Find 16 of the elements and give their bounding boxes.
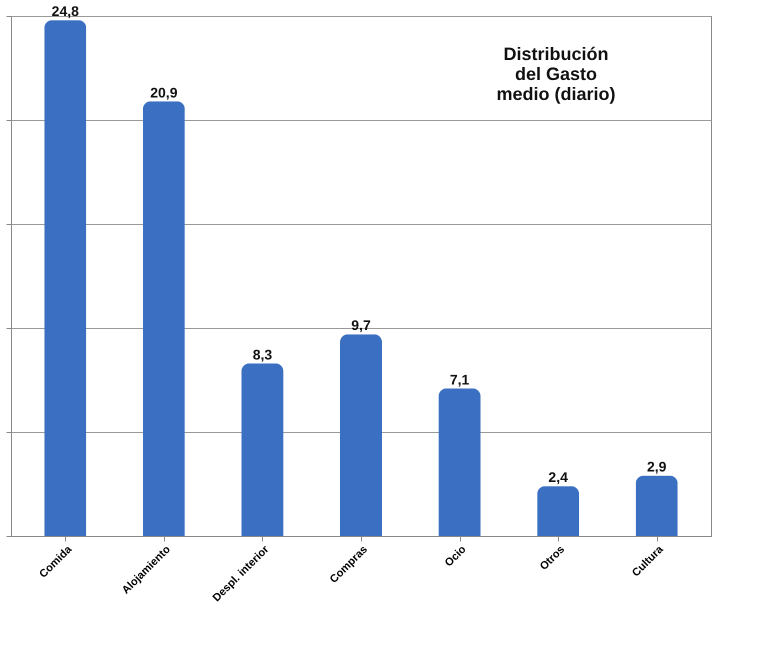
data-label: 9,7 — [351, 317, 371, 334]
data-label: 2,4 — [548, 469, 568, 486]
bar — [241, 363, 284, 536]
bar — [44, 20, 86, 536]
bar — [636, 476, 678, 536]
x-tick-label: Ocio — [442, 543, 469, 570]
data-label: 24,8 — [52, 3, 80, 20]
bar — [537, 486, 580, 536]
data-label: 20,9 — [150, 84, 178, 100]
bar — [142, 101, 185, 536]
text: Distribución del Gasto medio (diario) — [496, 44, 616, 104]
data-label: 2,9 — [646, 458, 667, 475]
bar — [438, 388, 481, 536]
data-label: 7,1 — [450, 371, 470, 388]
bar — [340, 334, 382, 536]
data-label: 8,3 — [252, 346, 272, 362]
